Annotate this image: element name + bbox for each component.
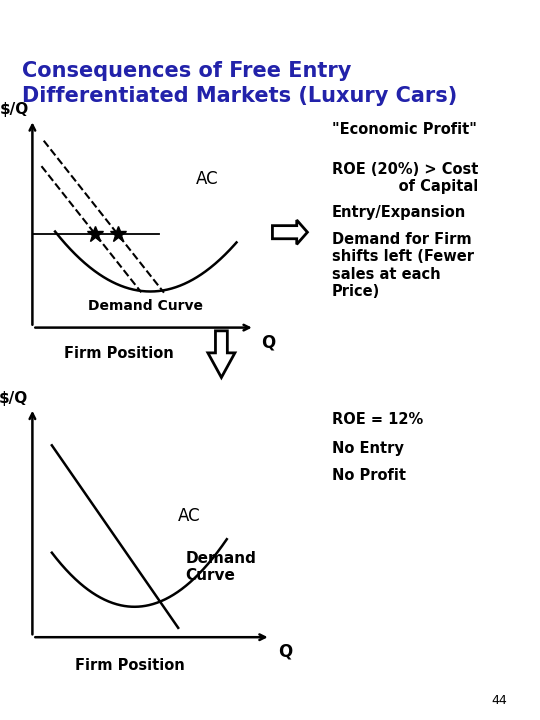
Text: Firm Position: Firm Position <box>75 658 185 672</box>
Text: $/Q: $/Q <box>0 102 29 117</box>
Text: Q: Q <box>261 333 276 351</box>
Text: "Economic Profit": "Economic Profit" <box>332 122 477 138</box>
Text: $/Q: $/Q <box>0 390 28 405</box>
Text: Firm Position: Firm Position <box>64 346 173 361</box>
FancyArrow shape <box>273 220 307 244</box>
Text: No Profit: No Profit <box>332 468 406 483</box>
Text: 44: 44 <box>492 694 508 707</box>
Text: Consequences of Free Entry
Differentiated Markets (Luxury Cars): Consequences of Free Entry Differentiate… <box>22 61 457 106</box>
Text: Demand for Firm
shifts left (Fewer
sales at each
Price): Demand for Firm shifts left (Fewer sales… <box>332 232 474 299</box>
Text: AC: AC <box>195 170 218 188</box>
Text: Demand
Curve: Demand Curve <box>186 551 256 583</box>
Text: Entry/Expansion: Entry/Expansion <box>332 205 467 220</box>
Text: ROE = 12%: ROE = 12% <box>332 412 423 427</box>
Text: Q: Q <box>278 642 292 660</box>
Text: AC: AC <box>178 507 201 524</box>
Text: No Entry: No Entry <box>332 441 404 456</box>
FancyArrow shape <box>208 330 235 377</box>
Text: Demand Curve: Demand Curve <box>89 300 203 313</box>
Text: ROE (20%) > Cost
     of Capital: ROE (20%) > Cost of Capital <box>332 162 478 194</box>
